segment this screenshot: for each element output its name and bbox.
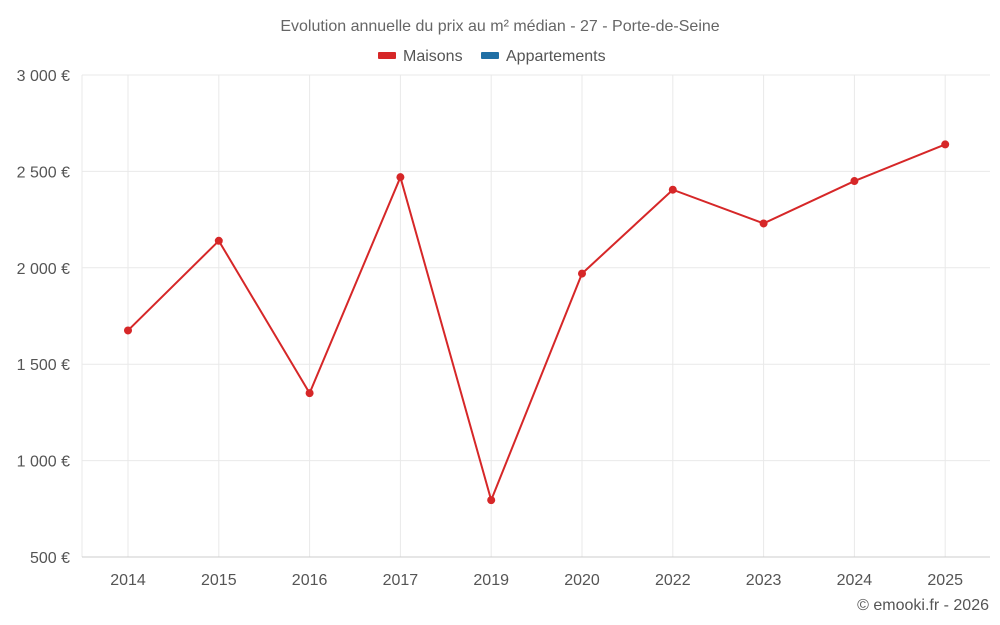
x-tick-label: 2015	[201, 572, 237, 589]
x-gridlines	[81, 75, 946, 557]
x-tick-label: 2016	[292, 572, 328, 589]
chart-title: Evolution annuelle du prix au m² médian …	[280, 18, 719, 35]
legend-label-appartements: Appartements	[506, 48, 606, 65]
data-point-maisons[interactable]	[941, 140, 950, 149]
x-tick-label: 2025	[927, 572, 963, 589]
series-line-maisons	[127, 143, 946, 504]
data-point-maisons[interactable]	[668, 185, 677, 194]
data-point-maisons[interactable]	[578, 269, 586, 278]
data-point-maisons[interactable]	[124, 326, 132, 335]
x-tick-label: 2019	[473, 572, 509, 589]
y-tick-label: 2 000 €	[17, 261, 70, 278]
credit-text: © emooki.fr - 2026	[857, 597, 989, 614]
y-gridlines	[82, 74, 990, 462]
legend-item-maisons[interactable]: Maisons	[378, 48, 463, 65]
y-tick-label: 500 €	[30, 550, 70, 567]
data-point-maisons[interactable]	[305, 389, 314, 398]
data-point-maisons[interactable]	[759, 219, 768, 228]
x-tick-label: 2022	[655, 572, 691, 589]
data-point-maisons[interactable]	[487, 496, 496, 505]
data-point-maisons[interactable]	[850, 177, 859, 186]
y-axis-labels: 500 € 1 000 € 1 500 € 2 000 € 2 500 € 3 000 €	[17, 68, 70, 567]
y-tick-label: 1 000 €	[17, 454, 70, 471]
x-tick-label: 2024	[837, 572, 873, 589]
legend-item-appartements[interactable]: Appartements	[481, 48, 606, 65]
legend-label-maisons: Maisons	[403, 48, 463, 65]
data-point-maisons[interactable]	[214, 236, 223, 245]
x-tick-label: 2017	[383, 572, 419, 589]
y-tick-label: 1 500 €	[17, 357, 70, 374]
legend: Maisons Appartements	[378, 48, 606, 65]
y-tick-label: 3 000 €	[17, 68, 70, 85]
data-point-maisons[interactable]	[396, 173, 405, 182]
legend-swatch-appartements	[481, 52, 499, 59]
x-axis-labels: 2014 2015 2016 2017 2019 2020 2022 2023 2024 2025	[110, 572, 963, 589]
x-tick-label: 2023	[746, 572, 782, 589]
series-layer	[124, 140, 950, 505]
x-tick-label: 2014	[110, 572, 146, 589]
y-tick-label: 2 500 €	[17, 164, 70, 181]
x-tick-label: 2020	[564, 572, 600, 589]
legend-swatch-maisons	[378, 52, 396, 59]
